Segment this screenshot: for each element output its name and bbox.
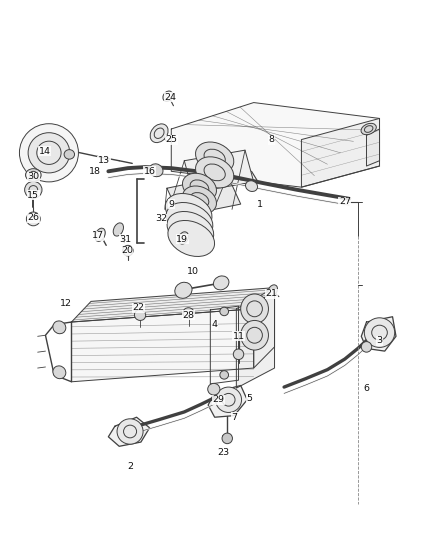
Text: 10: 10 xyxy=(187,267,199,276)
Text: 25: 25 xyxy=(165,135,177,144)
Polygon shape xyxy=(108,417,150,446)
Ellipse shape xyxy=(166,203,213,238)
Ellipse shape xyxy=(134,310,146,320)
Ellipse shape xyxy=(113,223,124,236)
Text: 32: 32 xyxy=(155,214,167,223)
Ellipse shape xyxy=(361,123,376,135)
Text: 18: 18 xyxy=(88,167,100,176)
Ellipse shape xyxy=(149,164,163,176)
Ellipse shape xyxy=(168,221,215,256)
Text: 3: 3 xyxy=(376,336,382,345)
Text: 14: 14 xyxy=(39,147,51,156)
Text: 11: 11 xyxy=(233,332,244,341)
Ellipse shape xyxy=(26,212,40,226)
Polygon shape xyxy=(361,317,396,351)
Polygon shape xyxy=(184,150,254,192)
Ellipse shape xyxy=(53,321,66,334)
Text: 24: 24 xyxy=(164,93,177,102)
Text: 30: 30 xyxy=(27,172,39,181)
Polygon shape xyxy=(208,385,247,417)
Polygon shape xyxy=(301,118,379,187)
Ellipse shape xyxy=(117,419,143,444)
Ellipse shape xyxy=(123,245,133,256)
Ellipse shape xyxy=(361,342,372,352)
Text: 16: 16 xyxy=(144,167,155,176)
Text: 29: 29 xyxy=(212,395,224,404)
Polygon shape xyxy=(210,306,239,384)
Ellipse shape xyxy=(220,370,229,379)
Ellipse shape xyxy=(195,157,234,188)
Ellipse shape xyxy=(95,228,105,241)
Ellipse shape xyxy=(19,124,78,182)
Polygon shape xyxy=(171,102,379,187)
Ellipse shape xyxy=(233,349,244,360)
Text: 17: 17 xyxy=(92,231,103,240)
Text: 27: 27 xyxy=(339,198,351,206)
Text: 7: 7 xyxy=(231,413,237,422)
Text: 15: 15 xyxy=(27,191,39,199)
Text: 8: 8 xyxy=(268,135,274,144)
Polygon shape xyxy=(237,288,275,388)
Ellipse shape xyxy=(241,294,268,324)
Text: 23: 23 xyxy=(217,448,230,457)
Ellipse shape xyxy=(208,383,220,395)
Ellipse shape xyxy=(268,285,278,296)
Text: 2: 2 xyxy=(127,462,133,471)
Ellipse shape xyxy=(28,133,70,173)
Ellipse shape xyxy=(167,212,214,247)
Ellipse shape xyxy=(150,124,168,143)
Ellipse shape xyxy=(246,181,258,191)
Text: 5: 5 xyxy=(246,394,252,403)
Polygon shape xyxy=(254,288,275,368)
Ellipse shape xyxy=(183,173,216,201)
Text: 1: 1 xyxy=(257,200,263,209)
Text: 4: 4 xyxy=(212,320,218,329)
Ellipse shape xyxy=(195,142,234,173)
Text: 28: 28 xyxy=(183,311,194,320)
Polygon shape xyxy=(167,175,241,216)
Ellipse shape xyxy=(53,366,66,378)
Ellipse shape xyxy=(222,433,233,443)
Text: 20: 20 xyxy=(121,246,133,255)
Ellipse shape xyxy=(364,318,395,348)
Ellipse shape xyxy=(175,282,192,298)
Ellipse shape xyxy=(25,168,41,181)
Text: 9: 9 xyxy=(168,199,174,208)
Text: 21: 21 xyxy=(265,289,277,298)
Ellipse shape xyxy=(183,308,194,318)
Text: 13: 13 xyxy=(98,156,110,165)
Ellipse shape xyxy=(220,307,229,316)
Polygon shape xyxy=(367,129,379,166)
Text: 6: 6 xyxy=(364,384,370,393)
Ellipse shape xyxy=(213,276,229,290)
Text: 22: 22 xyxy=(132,303,144,312)
Text: 31: 31 xyxy=(120,235,132,244)
Ellipse shape xyxy=(241,320,268,350)
Ellipse shape xyxy=(165,193,212,230)
Ellipse shape xyxy=(183,186,216,214)
Text: 12: 12 xyxy=(60,299,72,308)
Text: 19: 19 xyxy=(176,235,188,244)
Text: 26: 26 xyxy=(27,213,39,222)
Polygon shape xyxy=(71,288,275,322)
Ellipse shape xyxy=(163,91,173,101)
Ellipse shape xyxy=(178,232,188,244)
Polygon shape xyxy=(71,309,254,382)
Ellipse shape xyxy=(64,150,74,159)
Ellipse shape xyxy=(25,181,42,198)
Ellipse shape xyxy=(215,387,242,413)
